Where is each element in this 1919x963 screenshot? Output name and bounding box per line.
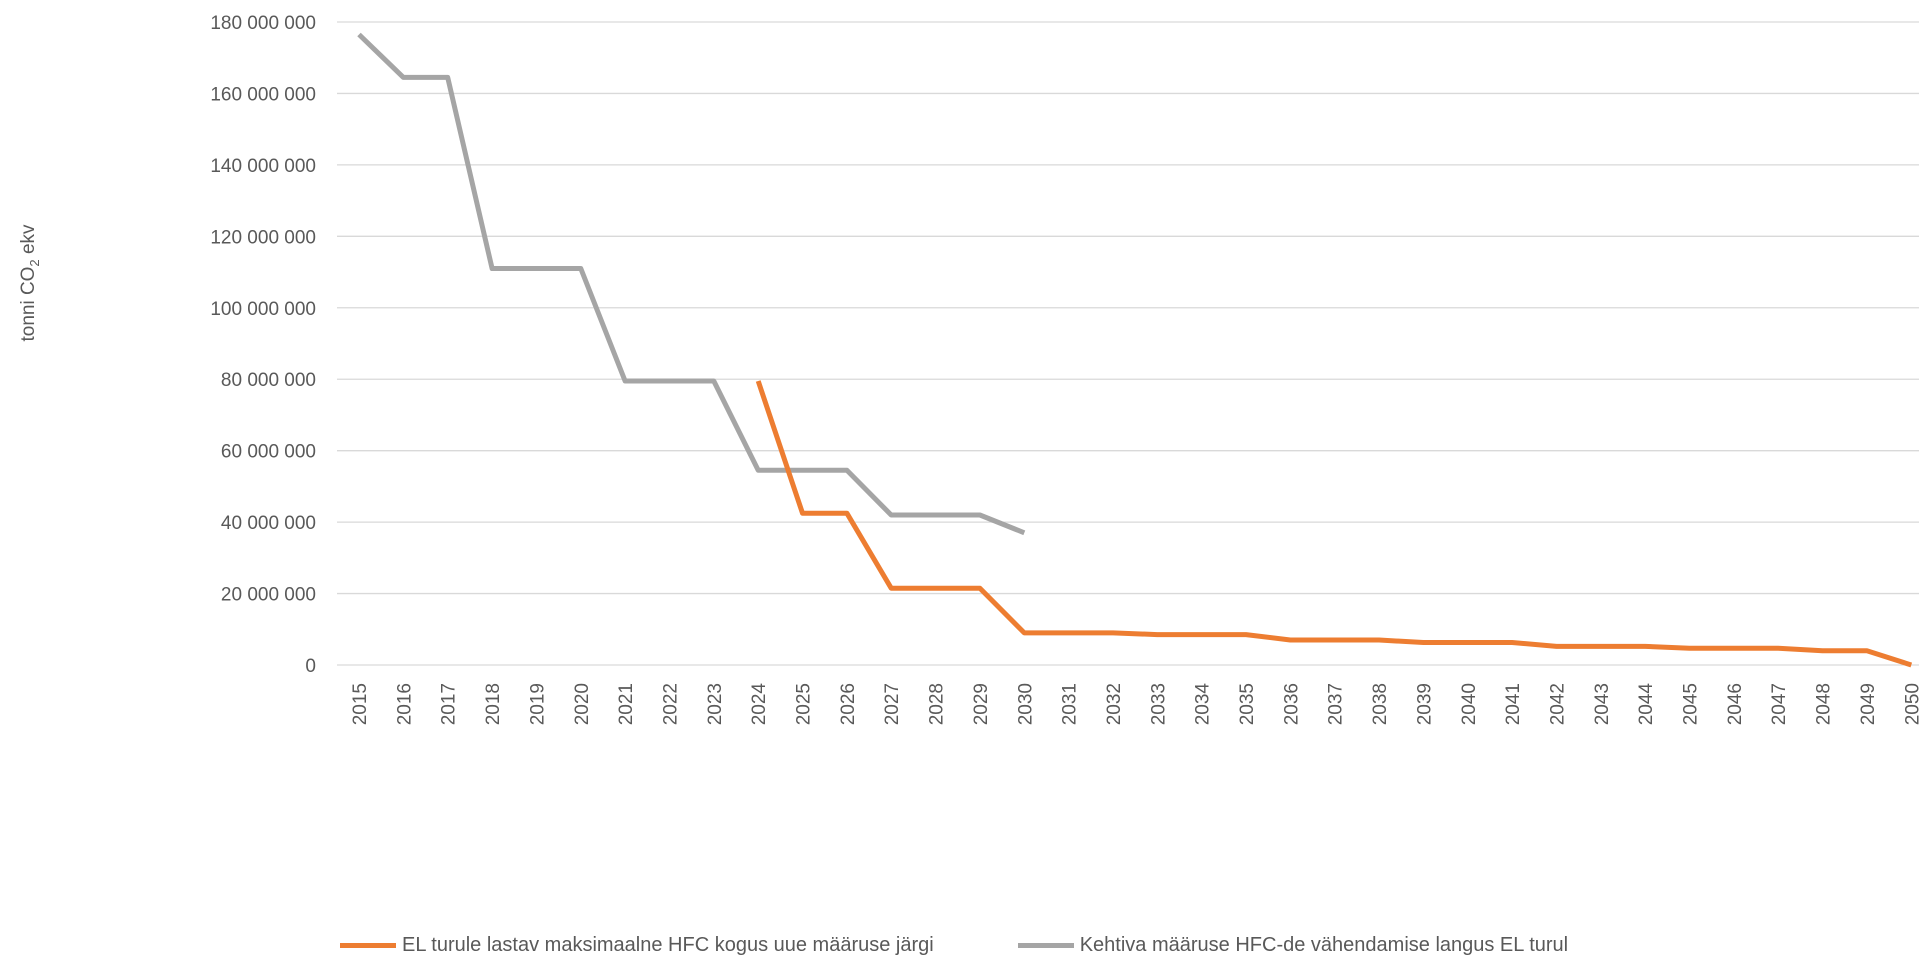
x-tick-label: 2017 <box>439 683 460 725</box>
x-tick-label: 2041 <box>1503 683 1524 725</box>
x-tick-label: 2037 <box>1326 683 1347 725</box>
x-tick-label: 2021 <box>616 683 637 725</box>
y-tick-label: 120 000 000 <box>210 227 316 248</box>
y-tick-label: 180 000 000 <box>210 13 316 34</box>
x-tick-label: 2029 <box>971 683 992 725</box>
x-tick-label: 2046 <box>1725 683 1746 725</box>
series-line-current-regulation <box>357 32 1026 536</box>
x-tick-label: 2049 <box>1858 683 1879 725</box>
x-tick-label: 2040 <box>1459 683 1480 725</box>
y-tick-label: 40 000 000 <box>221 513 316 534</box>
legend: EL turule lastav maksimaalne HFC kogus u… <box>340 934 1652 957</box>
legend-item-current-regulation: Kehtiva määruse HFC-de vähendamise langu… <box>1017 934 1569 957</box>
x-tick-label: 2044 <box>1636 683 1657 726</box>
x-tick-label: 2028 <box>927 683 948 725</box>
x-tick-label: 2018 <box>483 683 504 725</box>
y-tick-label: 140 000 000 <box>210 156 316 177</box>
x-tick-label: 2042 <box>1547 683 1568 725</box>
x-tick-label: 2047 <box>1769 683 1790 725</box>
y-tick-label: 160 000 000 <box>210 84 316 105</box>
x-tick-label: 2036 <box>1281 683 1302 725</box>
x-tick-label: 2034 <box>1193 683 1214 726</box>
x-tick-label: 2026 <box>838 683 859 725</box>
x-tick-label: 2019 <box>527 683 548 725</box>
x-tick-label: 2050 <box>1902 683 1919 725</box>
y-tick-label: 80 000 000 <box>221 370 316 391</box>
y-tick-label: 100 000 000 <box>210 299 316 320</box>
y-axis-label: tonni CO2 ekv <box>18 224 42 342</box>
x-tick-label: 2023 <box>705 683 726 725</box>
y-tick-label: 20 000 000 <box>221 585 316 606</box>
legend-label-current-regulation: Kehtiva määruse HFC-de vähendamise langu… <box>1079 934 1569 956</box>
x-tick-label: 2027 <box>882 683 903 725</box>
x-tick-label: 2035 <box>1237 683 1258 725</box>
x-tick-label: 2016 <box>394 683 415 725</box>
x-tick-label: 2020 <box>572 683 593 725</box>
x-tick-label: 2025 <box>794 683 815 725</box>
x-tick-label: 2038 <box>1370 683 1391 725</box>
series-lines <box>357 32 1913 668</box>
x-tick-label: 2015 <box>350 683 371 725</box>
x-tick-label: 2043 <box>1592 683 1613 725</box>
legend-label-new-regulation: EL turule lastav maksimaalne HFC kogus u… <box>402 934 934 956</box>
x-tick-label: 2048 <box>1814 683 1835 725</box>
legend-swatch-gray <box>1017 943 1074 948</box>
legend-swatch-orange <box>340 943 396 948</box>
gridlines <box>337 21 1919 666</box>
x-tick-label: 2039 <box>1414 683 1435 725</box>
x-tick-label: 2032 <box>1104 683 1125 725</box>
x-tick-label: 2022 <box>660 683 681 725</box>
x-axis-ticks: 2015 2016 2017 2018 2019 2020 2021 2022 2023 2024… <box>350 683 1919 726</box>
x-tick-label: 2030 <box>1015 683 1036 725</box>
series-line-new-regulation <box>755 380 1913 668</box>
y-tick-label: 60 000 000 <box>221 442 316 463</box>
y-tick-label: 0 <box>305 656 316 677</box>
x-tick-label: 2033 <box>1148 683 1169 725</box>
y-axis-ticks: 0 20 000 000 40 000 000 60 000 000 80 000 00… <box>210 13 316 677</box>
legend-item-new-regulation: EL turule lastav maksimaalne HFC kogus u… <box>340 934 934 957</box>
x-tick-label: 2024 <box>749 683 770 726</box>
x-tick-label: 2031 <box>1060 683 1081 725</box>
x-tick-label: 2045 <box>1681 683 1702 725</box>
